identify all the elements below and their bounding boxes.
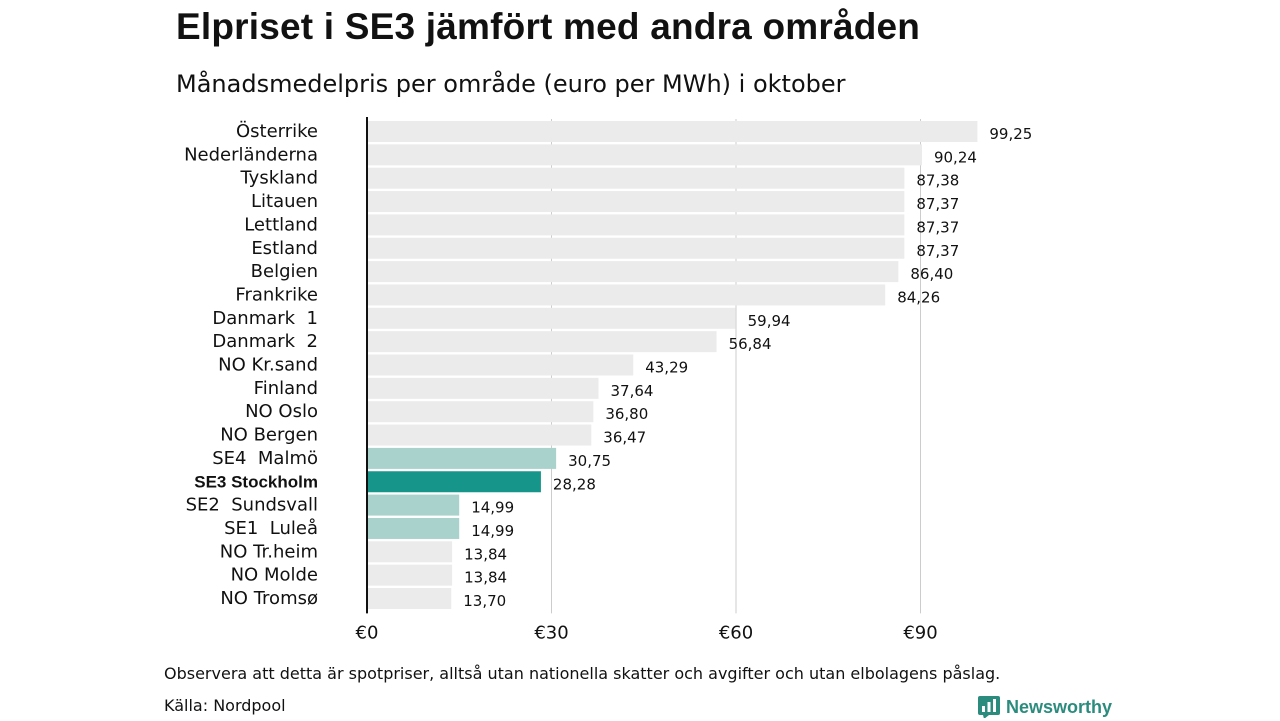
value-label: 99,25 [989, 125, 1032, 143]
category-label: NO Oslo [245, 401, 318, 422]
brand-name: Newsworthy [1006, 696, 1113, 717]
value-label: 59,94 [748, 312, 791, 330]
category-label: Litauen [251, 191, 318, 212]
chart-subtitle: Månadsmedelpris per område (euro per MWh… [176, 70, 846, 98]
category-label: Lettland [244, 214, 318, 235]
value-label: 28,28 [553, 475, 596, 493]
bar [367, 284, 886, 306]
value-label: 86,40 [910, 265, 953, 283]
category-label: Nederländerna [184, 144, 318, 165]
bar [367, 167, 905, 189]
x-tick-label: €0 [356, 622, 379, 643]
category-label: SE2 Sundsvall [186, 495, 318, 516]
value-label: 87,38 [916, 172, 959, 190]
category-label: Estland [251, 238, 318, 259]
value-label: 87,37 [916, 195, 959, 213]
category-label: Tyskland [239, 168, 318, 189]
x-tick-label: €30 [534, 622, 568, 643]
category-label: Danmark 2 [212, 331, 318, 352]
category-label: NO Tr.heim [220, 541, 318, 562]
bar [367, 517, 460, 539]
value-label: 84,26 [897, 288, 940, 306]
category-label: SE3 Stockholm [194, 472, 318, 491]
x-tick-label: €90 [903, 622, 937, 643]
value-label: 37,64 [610, 382, 653, 400]
value-label: 13,84 [464, 545, 507, 563]
footnote: Observera att detta är spotpriser, allts… [164, 664, 1001, 683]
bar [367, 494, 460, 516]
category-label: NO Bergen [220, 425, 318, 446]
bar [367, 214, 905, 236]
bar [367, 354, 634, 376]
value-label: 43,29 [645, 359, 688, 377]
x-tick-label: €60 [719, 622, 753, 643]
value-label: 87,37 [916, 218, 959, 236]
category-label: SE1 Luleå [224, 518, 318, 539]
value-label: 36,80 [605, 405, 648, 423]
bar [367, 424, 592, 446]
value-label: 87,37 [916, 242, 959, 260]
category-label: Österrike [236, 120, 318, 142]
newsworthy-logo-icon [978, 696, 1000, 718]
value-label: 14,99 [471, 522, 514, 540]
bar [367, 541, 453, 563]
value-label: 14,99 [471, 499, 514, 517]
value-label: 90,24 [934, 148, 977, 166]
bar [367, 588, 452, 609]
bar [367, 331, 717, 353]
category-label: Finland [254, 378, 318, 399]
category-label: NO Molde [231, 565, 318, 586]
bar [367, 447, 557, 469]
category-label: SE4 Malmö [212, 448, 318, 469]
bar [367, 401, 594, 423]
category-label: NO Kr.sand [218, 355, 318, 376]
bar [367, 237, 905, 259]
value-label: 13,70 [463, 592, 506, 610]
bar [367, 121, 978, 142]
bar [367, 144, 922, 166]
bar [367, 471, 541, 493]
chart-title: Elpriset i SE3 jämfört med andra områden [176, 6, 921, 47]
x-tick-labels: €0 €30 €60 €90 [356, 622, 938, 643]
category-label: NO Tromsø [220, 588, 318, 609]
bars [367, 121, 978, 609]
value-labels: 99,25 90,24 87,38 87,37 87,37 87,37 86,40 84,26… [463, 125, 1032, 610]
category-label: Danmark 1 [212, 308, 318, 329]
value-label: 13,84 [464, 569, 507, 587]
brand-logo: Newsworthy [978, 693, 1112, 721]
bar [367, 377, 599, 399]
category-label: Frankrike [235, 284, 318, 305]
value-label: 36,47 [603, 429, 646, 447]
bar [367, 261, 899, 283]
source-label: Källa: Nordpool [164, 696, 286, 715]
value-label: 30,75 [568, 452, 611, 470]
category-label: Belgien [251, 261, 318, 282]
value-label: 56,84 [729, 335, 772, 353]
bar [367, 191, 905, 213]
bar [367, 564, 453, 586]
bar [367, 307, 736, 329]
